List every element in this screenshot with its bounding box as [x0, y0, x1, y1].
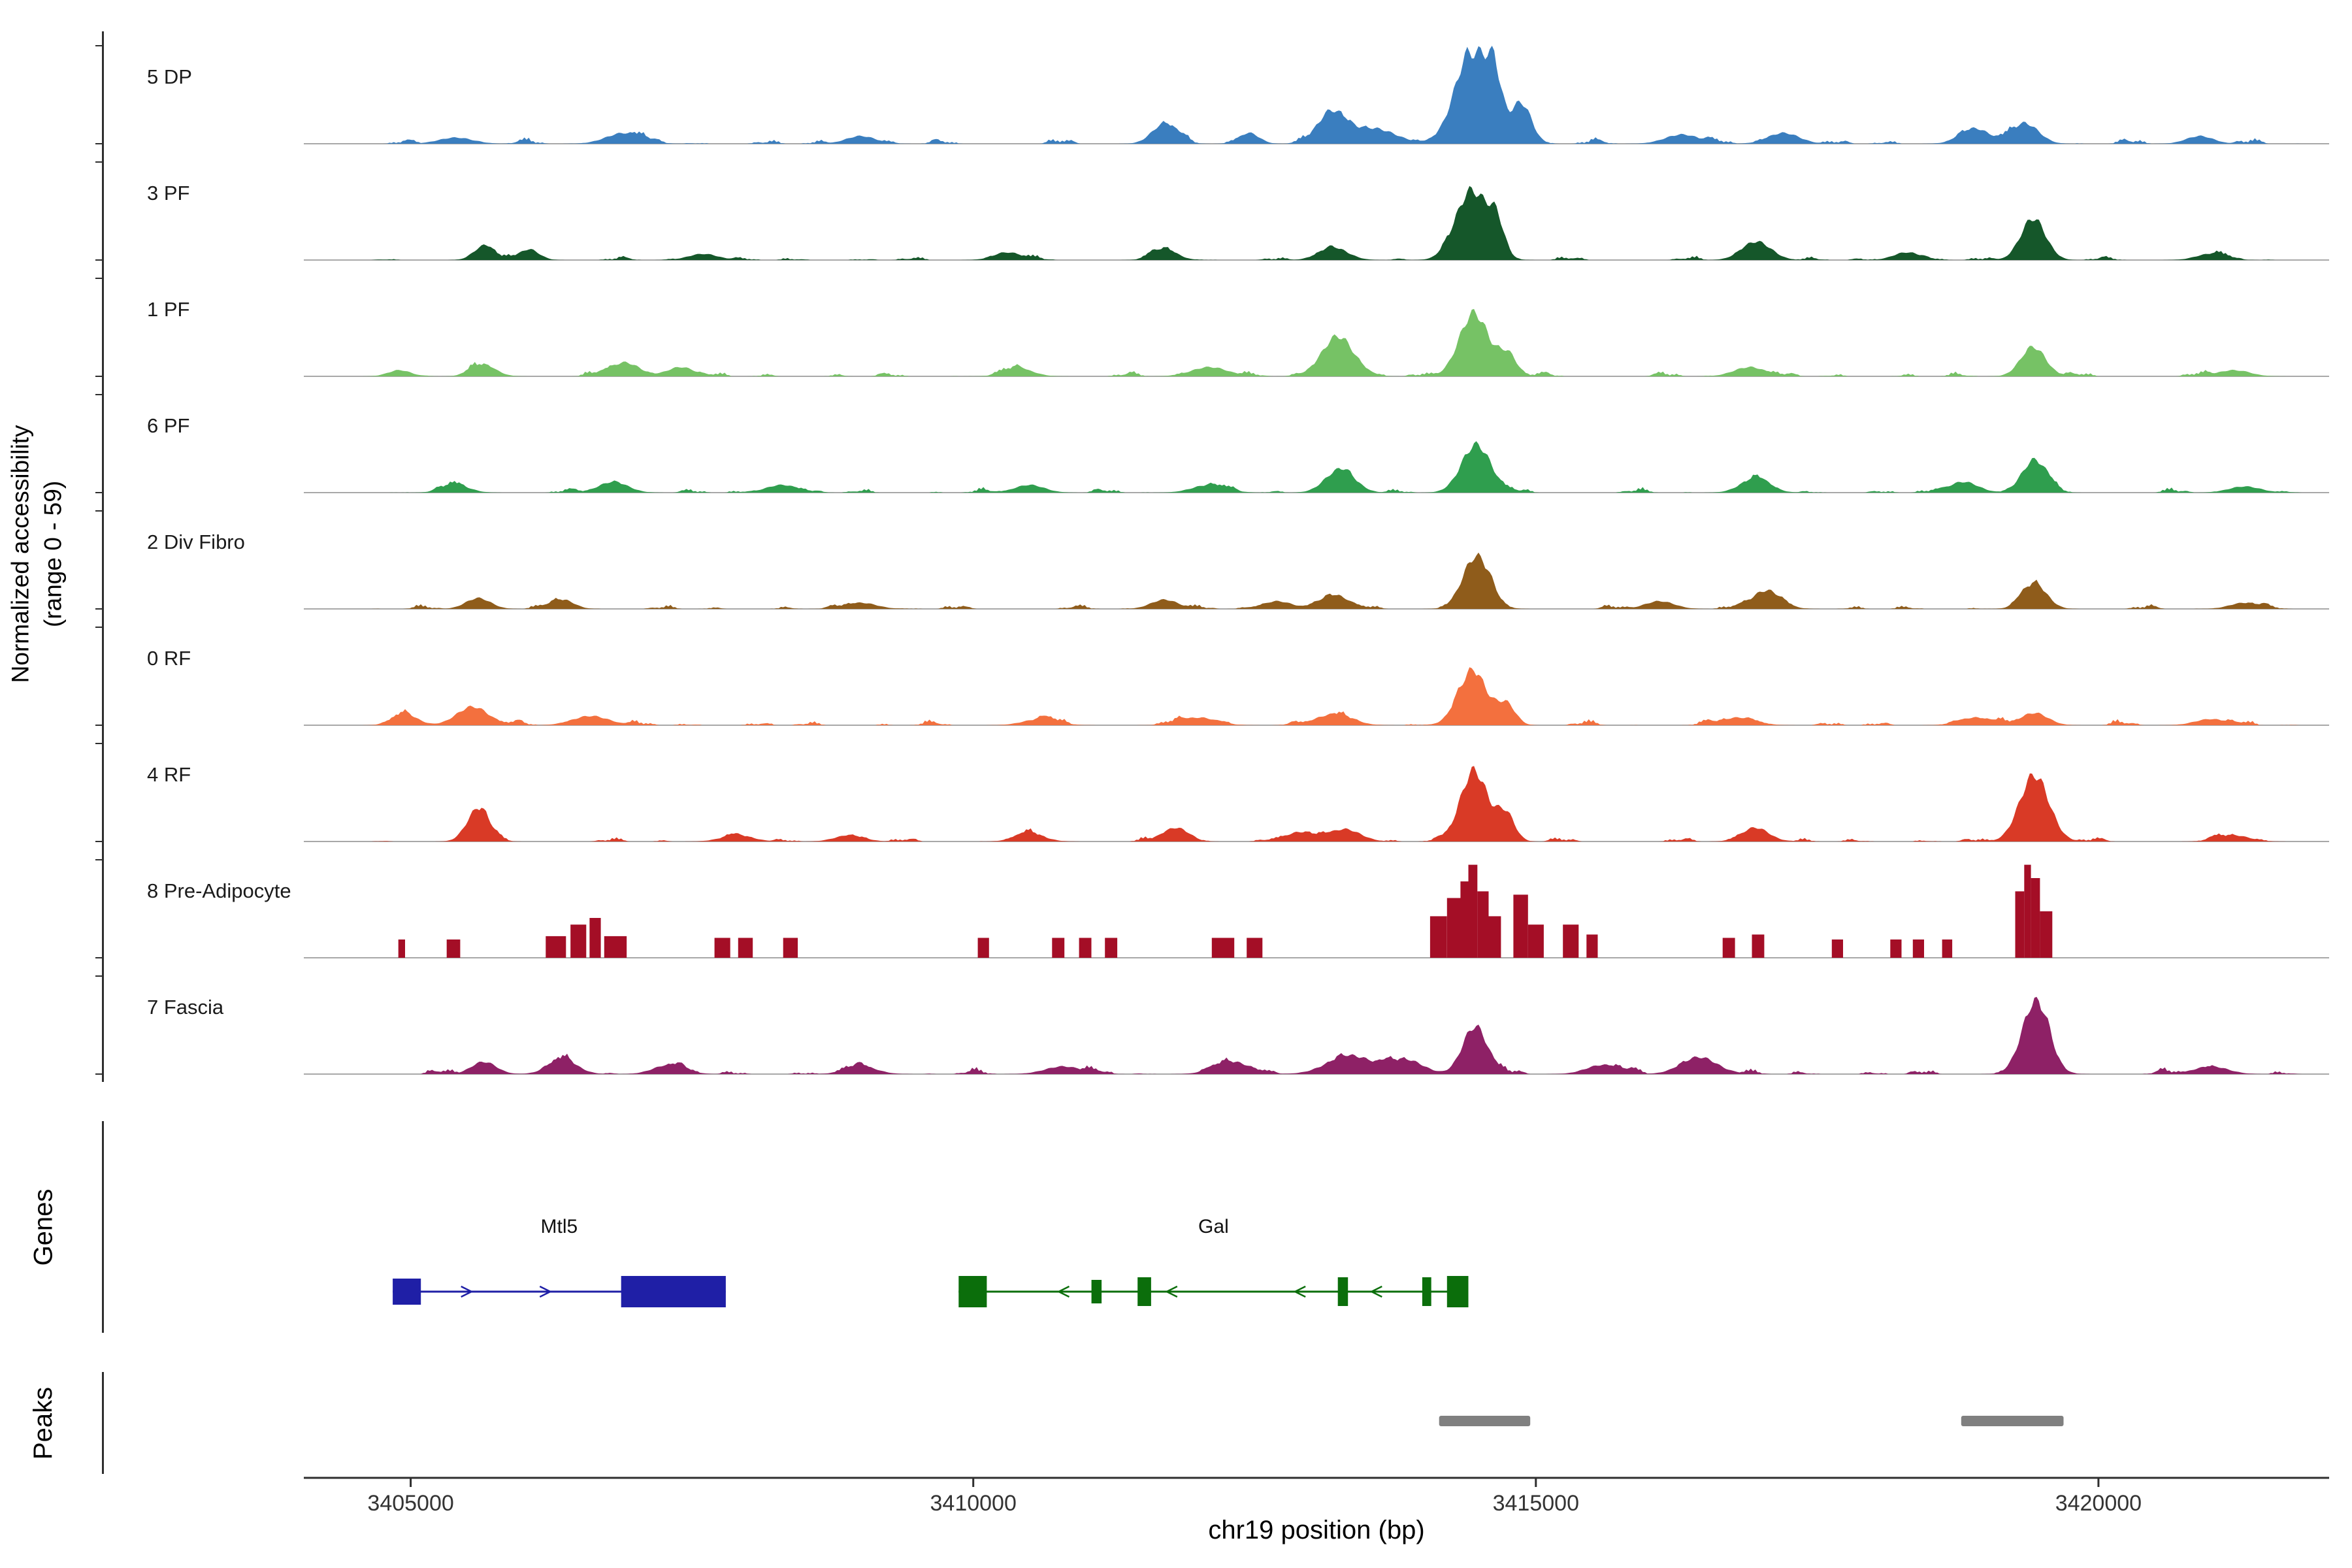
track-area-8-pre-adipocyte [2031, 878, 2040, 958]
track-area-8-pre-adipocyte [1052, 938, 1065, 958]
track-area-8-pre-adipocyte [1942, 939, 1953, 958]
track-area-8-pre-adipocyte [1460, 881, 1471, 958]
track-area-8-pre-adipocyte [1831, 939, 1843, 958]
gene-exon-gal [1091, 1280, 1102, 1303]
peak-region-bar [1439, 1416, 1531, 1426]
track-area-8-pre-adipocyte [1527, 924, 1544, 958]
track-label: 0 RF [147, 647, 191, 670]
track-area-4-rf [304, 766, 2329, 841]
gene-strand-arrow-icon [461, 1285, 474, 1298]
track-label: 4 RF [147, 763, 191, 786]
gene-exon-gal [1337, 1277, 1348, 1306]
track-area-8-pre-adipocyte [1722, 938, 1735, 958]
track-area-8-pre-adipocyte [570, 924, 587, 958]
gene-exon-gal [1446, 1276, 1469, 1307]
genes-axis-line [102, 1121, 104, 1333]
track-label: 8 Pre-Adipocyte [147, 879, 291, 902]
x-tick-label: 3415000 [1493, 1491, 1579, 1516]
track-label: 6 PF [147, 414, 189, 437]
gene-exon-gal [1137, 1277, 1151, 1306]
track-area-8-pre-adipocyte [2024, 864, 2031, 958]
track-area-0-rf [304, 667, 2329, 725]
gene-exon-mtl5 [621, 1276, 726, 1307]
track-label: 1 PF [147, 298, 189, 321]
gene-strand-arrow-icon [539, 1285, 553, 1298]
track-area-8-pre-adipocyte [398, 939, 405, 958]
gene-strand-arrow-icon [1293, 1285, 1306, 1298]
gene-name-label: Gal [1198, 1216, 1229, 1237]
track-area-8-pre-adipocyte [1890, 939, 1902, 958]
track-area-8-pre-adipocyte [1477, 891, 1489, 958]
track-area-7-fascia [304, 996, 2329, 1074]
track-area-8-pre-adipocyte [2040, 911, 2053, 958]
track-area-8-pre-adipocyte [1752, 934, 1765, 958]
track-area-5-dp [304, 46, 2329, 144]
accessibility-axis-line [102, 31, 104, 1082]
track-label: 2 Div Fibro [147, 531, 245, 553]
track-area-8-pre-adipocyte [1429, 916, 1447, 958]
track-area-8-pre-adipocyte [589, 918, 601, 958]
track-area-8-pre-adipocyte [446, 939, 461, 958]
track-area-6-pf [304, 441, 2329, 493]
gene-strand-arrow-icon [1369, 1285, 1382, 1298]
track-area-3-pf [304, 186, 2329, 260]
gene-exon-mtl5 [393, 1279, 421, 1305]
track-label: 7 Fascia [147, 996, 224, 1019]
gene-name-label: Mtl5 [541, 1216, 578, 1237]
track-area-8-pre-adipocyte [604, 936, 627, 958]
x-tick-label: 3420000 [2055, 1491, 2142, 1516]
x-tick-label: 3410000 [930, 1491, 1017, 1516]
track-area-8-pre-adipocyte [977, 938, 989, 958]
track-area-8-pre-adipocyte [546, 936, 566, 958]
gene-strand-arrow-icon [1165, 1285, 1178, 1298]
track-area-8-pre-adipocyte [1105, 938, 1118, 958]
peaks-axis-line [102, 1372, 104, 1474]
track-area-2-div-fibro [304, 552, 2329, 609]
track-area-8-pre-adipocyte [1247, 938, 1263, 958]
track-area-8-pre-adipocyte [2015, 891, 2025, 958]
track-label: 3 PF [147, 182, 189, 204]
gene-strand-arrow-icon [1056, 1285, 1070, 1298]
x-axis-title: chr19 position (bp) [1208, 1516, 1425, 1544]
track-area-8-pre-adipocyte [714, 938, 730, 958]
gene-exon-gal [1422, 1277, 1431, 1306]
track-area-8-pre-adipocyte [1468, 864, 1478, 958]
peak-region-bar [1961, 1416, 2064, 1426]
x-tick-label: 3405000 [367, 1491, 453, 1516]
track-label: 5 DP [147, 65, 192, 88]
track-area-8-pre-adipocyte [783, 938, 798, 958]
track-area-1-pf [304, 308, 2329, 376]
track-area-8-pre-adipocyte [1211, 938, 1235, 958]
track-area-8-pre-adipocyte [1079, 938, 1092, 958]
track-area-8-pre-adipocyte [1446, 898, 1461, 958]
gene-exon-gal [958, 1276, 987, 1307]
track-area-8-pre-adipocyte [1488, 916, 1501, 958]
track-area-8-pre-adipocyte [1563, 924, 1579, 958]
track-area-8-pre-adipocyte [1912, 939, 1924, 958]
track-area-8-pre-adipocyte [1513, 894, 1528, 958]
track-area-8-pre-adipocyte [1586, 934, 1598, 958]
track-area-8-pre-adipocyte [738, 938, 753, 958]
